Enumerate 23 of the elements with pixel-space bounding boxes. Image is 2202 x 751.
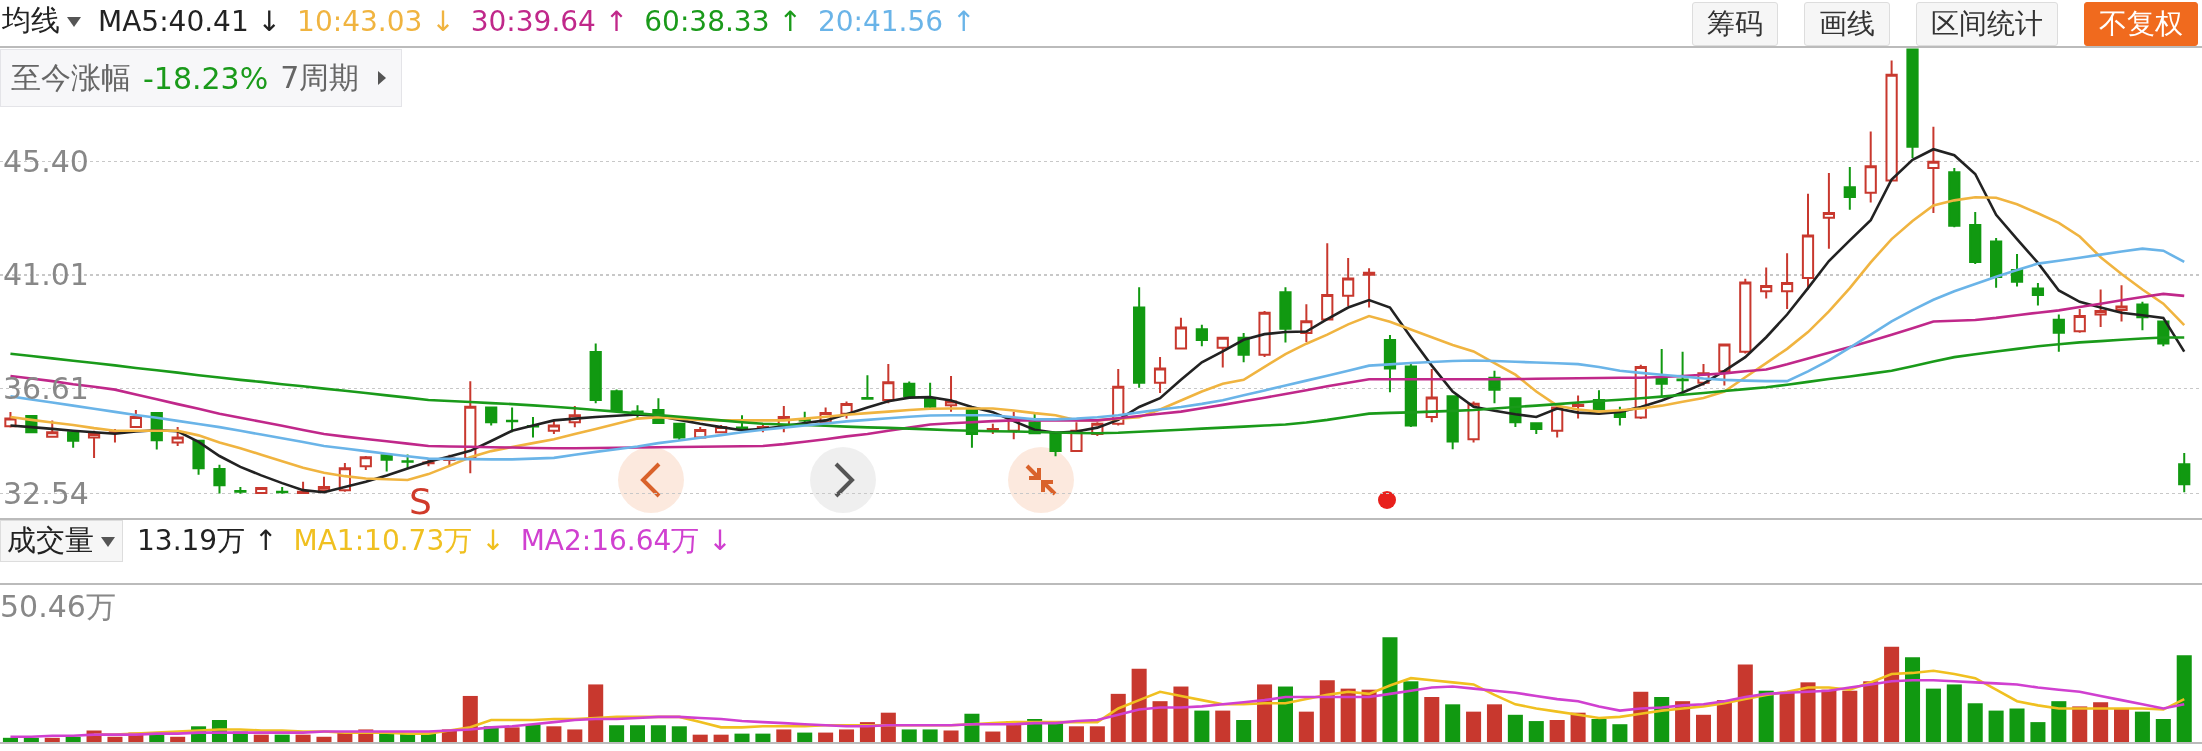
text: 10:43.03 ↓	[297, 4, 455, 38]
annotation: S	[409, 481, 432, 522]
annotation: 7周期	[280, 58, 360, 97]
y-tick-label: 41.01	[3, 257, 89, 293]
y-tick-label: 32.54	[3, 476, 89, 512]
text: MA1:10.73万 ↓	[293, 523, 505, 559]
text: 筹码	[1692, 2, 1778, 46]
text: 60:38.33 ↑	[644, 4, 802, 38]
annotation: 至今涨幅	[11, 58, 131, 97]
text: MA2:16.64万 ↓	[520, 523, 732, 559]
annotation: -18.23%	[143, 60, 269, 96]
chart-title: 均线	[1, 2, 61, 39]
chart-title: 成交量	[0, 520, 123, 562]
text: 30:39.64 ↑	[470, 4, 629, 38]
text: 画线	[1804, 2, 1890, 46]
text: 不复权	[2084, 2, 2198, 46]
text: MA5:40.41 ↓	[98, 4, 282, 38]
text: 20:41.56 ↑	[817, 4, 976, 38]
text: 区间统计	[1916, 2, 2058, 46]
y-tick-label: 36.61	[3, 371, 89, 407]
text: 13.19万 ↑	[137, 523, 278, 559]
y-tick-label: 45.40	[3, 144, 89, 180]
text: 50.46万	[0, 588, 116, 626]
